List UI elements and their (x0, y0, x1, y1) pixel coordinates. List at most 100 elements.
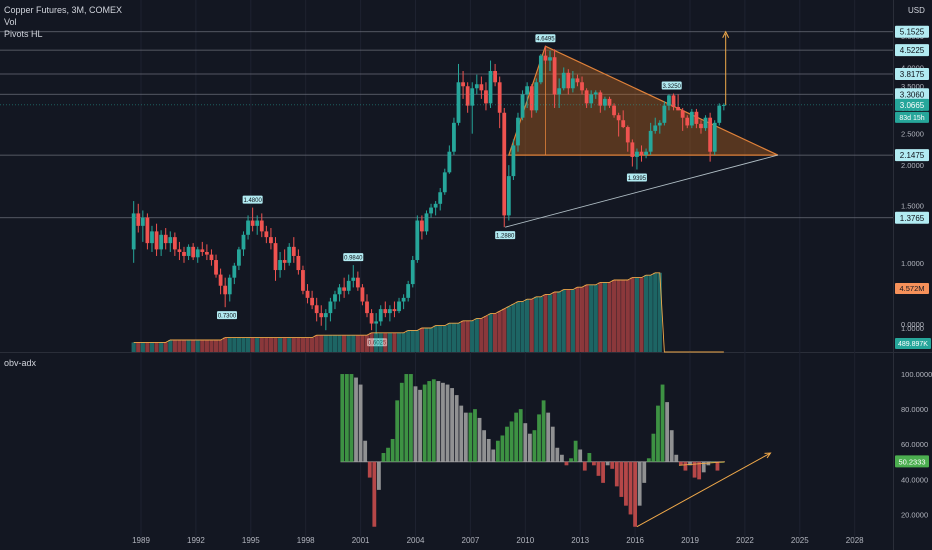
volume-bar (515, 301, 521, 352)
volume-bar (410, 330, 415, 352)
candle-body (461, 82, 465, 87)
candle-body (360, 287, 365, 302)
adx-bar (500, 435, 505, 462)
pivot-label-box (495, 231, 516, 240)
volume-bar (172, 340, 177, 352)
countdown-tag (895, 111, 929, 123)
level-price-tag (895, 68, 929, 81)
volume-bar (433, 325, 438, 352)
candle-body (406, 284, 411, 298)
volume-bar (502, 308, 507, 352)
volume-bar (364, 335, 370, 352)
x-tick-label: 1989 (132, 536, 150, 545)
candle-body (282, 260, 287, 263)
adx-bar (381, 453, 386, 462)
adx-last-label: 50.2333 (898, 457, 925, 466)
volume-bar (300, 337, 306, 352)
volume-bar (186, 340, 191, 352)
candle-body (557, 88, 562, 95)
adx-bar (669, 430, 674, 462)
adx-bar (532, 430, 537, 462)
adx-bar (482, 430, 487, 462)
volume-bar (648, 275, 653, 352)
adx-bar (560, 454, 564, 462)
pivots-legend[interactable]: Pivots HL (4, 29, 43, 39)
volume-bar (387, 332, 392, 352)
volume-bar (616, 280, 621, 352)
adx-bar (413, 386, 418, 462)
volume-bar (529, 299, 534, 352)
candle-body (603, 98, 607, 106)
adx-bar (651, 433, 656, 462)
price-pane[interactable]: 1.48000.73000.98400.60254.64951.28803.32… (0, 30, 893, 347)
symbol-legend[interactable]: Copper Futures, 3M, COMEX (4, 5, 123, 15)
volume-bar (145, 342, 150, 352)
volume-bar (534, 296, 539, 352)
candle-body (584, 90, 589, 104)
adx-bar (610, 461, 615, 469)
x-tick-label: 2019 (681, 536, 699, 545)
candle-body (534, 82, 539, 111)
volume-bar (218, 340, 223, 352)
candle-body (648, 130, 653, 152)
time-axis[interactable]: 1989 1992 1995 1998 2001 2004 2007 2010 2013 2016… (132, 536, 864, 545)
candle-body (676, 107, 681, 111)
volume-bar (493, 313, 498, 352)
candle-body (420, 220, 424, 232)
candle-body (378, 309, 383, 322)
candle-body (447, 151, 452, 173)
adx-bar (706, 461, 711, 466)
volume-bar (419, 328, 425, 352)
candle-body (429, 207, 433, 214)
candle-body (529, 86, 534, 111)
volume-bar (163, 342, 168, 352)
adx-bar (441, 382, 445, 462)
adx-bar (473, 409, 477, 462)
volume-bar (209, 340, 214, 352)
candle-body (150, 231, 154, 244)
volume-bar (593, 284, 598, 352)
volume-bar (557, 292, 562, 352)
adx-bar (418, 389, 422, 462)
candle-body (145, 217, 150, 244)
candle-body (305, 290, 310, 298)
volume-pane[interactable] (131, 272, 724, 353)
candle-body (392, 309, 397, 312)
adx-bar (354, 377, 358, 462)
adx-pane[interactable] (340, 374, 772, 528)
adx-bar (486, 438, 491, 462)
adx-legend[interactable]: obv-adx (4, 358, 37, 368)
adx-bar (674, 454, 679, 462)
pivot-label-box (535, 34, 556, 43)
price-axis[interactable]: 5.00004.00003.50003.00002.50002.00001.50… (895, 25, 932, 520)
adx-bar (569, 458, 573, 462)
candle-body (369, 313, 374, 324)
candle-body (218, 274, 223, 286)
x-tick-label: 2007 (462, 536, 480, 545)
volume-bar (282, 337, 287, 352)
volume-bar (602, 282, 608, 352)
y-tick-label: 1.0000 (901, 259, 924, 268)
descending-triangle (507, 45, 779, 156)
adx-bar (367, 461, 372, 478)
countdown-label: 83d 15h (899, 115, 924, 122)
candle-body (410, 260, 415, 285)
adx-bar (445, 384, 450, 462)
vol-legend[interactable]: Vol (4, 17, 17, 27)
candle-body (319, 313, 324, 318)
candle-body (470, 88, 475, 106)
adx-y-tick-label: 80.0000 (901, 405, 928, 414)
candle-body (255, 220, 260, 226)
adx-bar (363, 440, 368, 462)
volume-bar (625, 280, 630, 352)
candle-body (703, 117, 708, 129)
candle-body (237, 249, 241, 266)
candle-body (214, 260, 218, 275)
pivot-label-box (626, 173, 647, 182)
candle-body (204, 251, 209, 255)
volume-bar (607, 282, 612, 352)
volume-bar (428, 328, 434, 352)
adx-bar (546, 412, 551, 462)
adx-trend-arrowhead (764, 452, 772, 459)
